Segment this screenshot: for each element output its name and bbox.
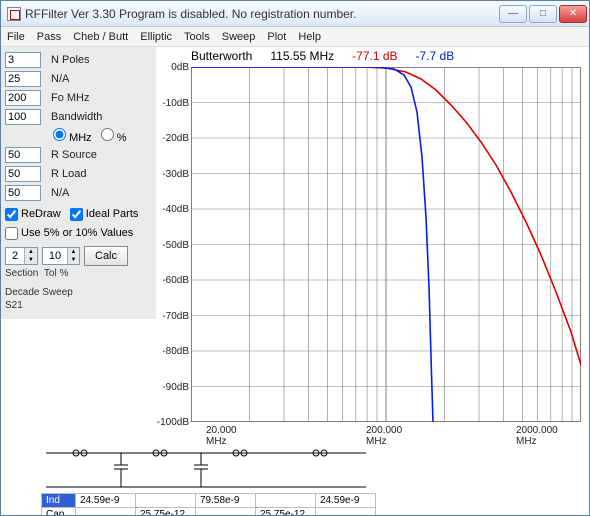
parameter-panel: N Poles N/A Fo MHz Bandwidth MHz % R Sou… xyxy=(1,47,156,319)
window-buttons: — □ ✕ xyxy=(499,5,587,23)
readout-1: -77.1 dB xyxy=(352,49,397,63)
menu-pass[interactable]: Pass xyxy=(37,31,61,43)
section-spinner[interactable]: ▲▼ xyxy=(5,247,38,265)
npoles-input[interactable] xyxy=(5,52,41,68)
readout-2: -7.7 dB xyxy=(416,49,455,63)
rload-label: R Load xyxy=(51,168,86,180)
fo-input[interactable] xyxy=(5,90,41,106)
na2-label: N/A xyxy=(51,187,69,199)
menu-tools[interactable]: Tools xyxy=(184,31,210,43)
y-axis-labels: 0dB-10dB-20dB-30dB-40dB-50dB-60dB-70dB-8… xyxy=(156,63,189,454)
bw-pct-radio[interactable]: % xyxy=(101,132,127,144)
use5pct-check[interactable]: Use 5% or 10% Values xyxy=(5,227,133,239)
bw-mhz-radio[interactable]: MHz xyxy=(53,132,92,144)
menu-sweep[interactable]: Sweep xyxy=(222,31,256,43)
minimize-button[interactable]: — xyxy=(499,5,527,23)
window-title: RFFilter Ver 3.30 Program is disabled. N… xyxy=(25,7,499,21)
bw-label: Bandwidth xyxy=(51,111,102,123)
menu-help[interactable]: Help xyxy=(298,31,321,43)
plot-header: Butterworth 115.55 MHz -77.1 dB -7.7 dB xyxy=(191,49,454,63)
calc-button[interactable]: Calc xyxy=(84,246,128,266)
na1-input[interactable] xyxy=(5,71,41,87)
tol-label: Tol % xyxy=(44,268,68,279)
na1-label: N/A xyxy=(51,73,69,85)
na2-input[interactable] xyxy=(5,185,41,201)
rload-input[interactable] xyxy=(5,166,41,182)
cursor-freq-label: 115.55 MHz xyxy=(270,49,334,63)
tol-spinner[interactable]: ▲▼ xyxy=(42,247,80,265)
ideal-check[interactable]: Ideal Parts xyxy=(70,208,139,220)
sweep-label-1: Decade Sweep xyxy=(5,287,152,298)
section-label: Section xyxy=(5,268,38,279)
menu-cheb-butt[interactable]: Cheb / Butt xyxy=(73,31,128,43)
close-button[interactable]: ✕ xyxy=(559,5,587,23)
plot-svg[interactable] xyxy=(191,67,581,422)
app-window: RFFilter Ver 3.30 Program is disabled. N… xyxy=(0,0,590,516)
rsrc-input[interactable] xyxy=(5,147,41,163)
filter-type-label: Butterworth xyxy=(191,49,252,63)
titlebar: RFFilter Ver 3.30 Program is disabled. N… xyxy=(1,1,589,27)
redraw-check[interactable]: ReDraw xyxy=(5,208,61,220)
calc-row: ▲▼ ▲▼ Calc xyxy=(5,246,152,266)
menu-file[interactable]: File xyxy=(7,31,25,43)
maximize-button[interactable]: □ xyxy=(529,5,557,23)
component-value-table[interactable]: Ind24.59e-979.58e-924.59e-9Cap25.75e-122… xyxy=(41,493,376,515)
fo-label: Fo MHz xyxy=(51,92,90,104)
bw-input[interactable] xyxy=(5,109,41,125)
menubar: File Pass Cheb / Butt Elliptic Tools Sweep Plo… xyxy=(1,27,589,47)
content-area: N Poles N/A Fo MHz Bandwidth MHz % R Sou… xyxy=(1,47,589,515)
circuit-schematic xyxy=(46,445,366,490)
menu-elliptic[interactable]: Elliptic xyxy=(140,31,172,43)
rsrc-label: R Source xyxy=(51,149,97,161)
plot-area: Butterworth 115.55 MHz -77.1 dB -7.7 dB … xyxy=(156,47,589,442)
sweep-label-2: S21 xyxy=(5,300,152,311)
bw-unit-row: MHz % xyxy=(53,128,152,144)
npoles-label: N Poles xyxy=(51,54,90,66)
app-icon xyxy=(7,7,21,21)
menu-plot[interactable]: Plot xyxy=(267,31,286,43)
